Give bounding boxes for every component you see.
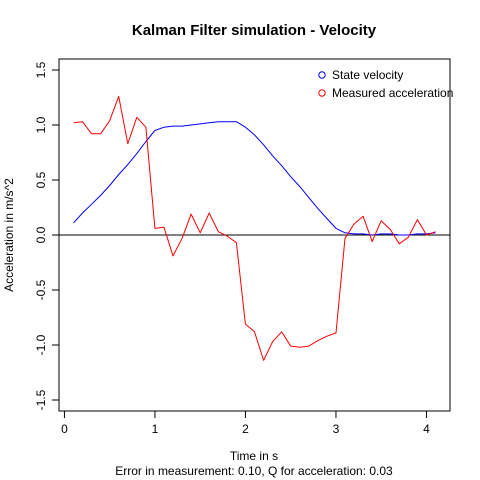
- legend-label: State velocity: [332, 68, 403, 82]
- series-line-measured-acceleration: [73, 95, 436, 361]
- x-tick-label: 2: [242, 422, 249, 436]
- y-axis: -1.5 -1.0 -0.5 0.0 0.5 1.0 1.5: [34, 61, 60, 410]
- y-tick-label: 1.0: [34, 116, 48, 133]
- x-tick-label: 0: [61, 422, 68, 436]
- x-axis: 0 1 2 3 4: [61, 410, 430, 436]
- chart-title: Kalman Filter simulation - Velocity: [132, 22, 377, 39]
- series-line-state-velocity: [73, 121, 436, 236]
- series-layer: [73, 95, 436, 361]
- y-tick-label: -0.5: [34, 279, 48, 300]
- legend-label: Measured acceleration: [332, 86, 453, 100]
- x-tick-label: 1: [152, 422, 159, 436]
- y-tick-label: 0.5: [34, 171, 48, 188]
- y-tick-label: 0.0: [34, 226, 48, 243]
- y-tick-label: -1.0: [34, 334, 48, 355]
- y-tick-label: -1.5: [34, 389, 48, 410]
- x-tick-label: 3: [333, 422, 340, 436]
- legend-marker: [318, 89, 326, 97]
- legend: State velocity Measured acceleration: [318, 68, 453, 100]
- x-tick-label: 4: [423, 422, 430, 436]
- legend-marker: [318, 71, 326, 79]
- y-tick-label: 1.5: [34, 61, 48, 78]
- x-axis-label: Time in s: [230, 449, 278, 463]
- y-axis-label: Acceleration in m/s^2: [2, 178, 16, 292]
- chart-subtitle: Error in measurement: 0.10, Q for accele…: [115, 464, 393, 478]
